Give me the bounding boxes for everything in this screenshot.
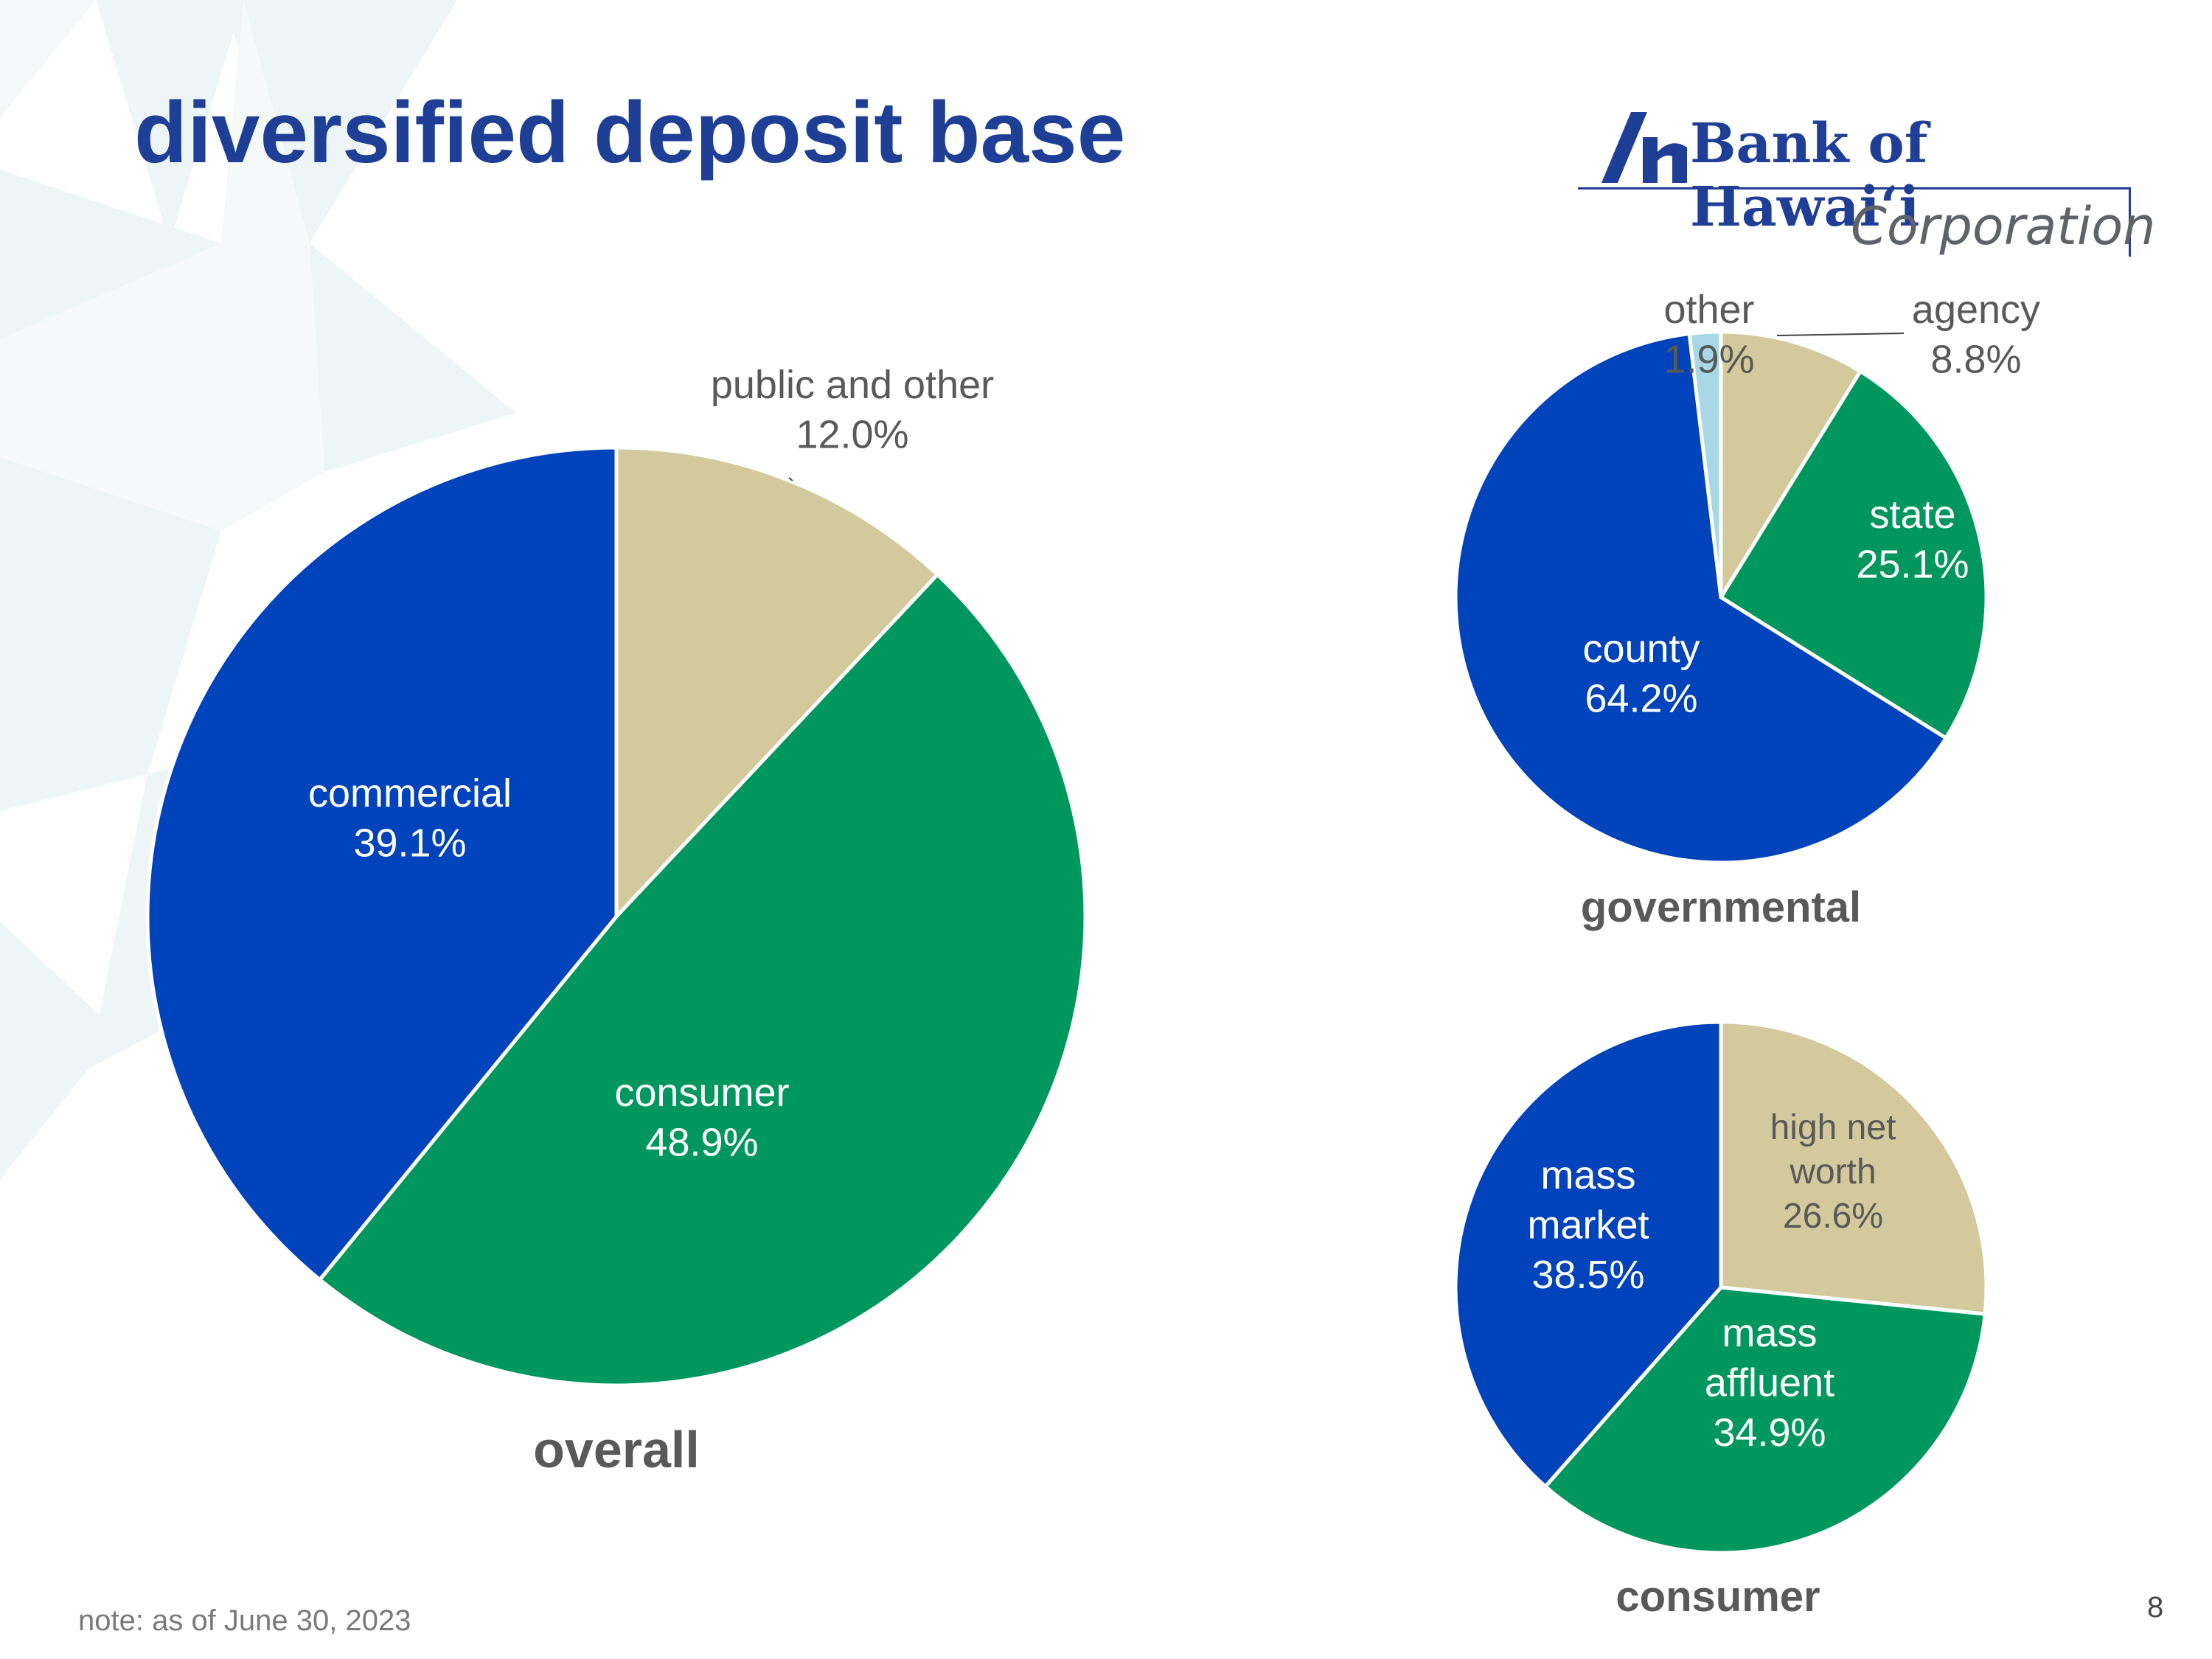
leader-line-agency bbox=[1776, 333, 1905, 336]
logo-divider-vertical bbox=[2129, 187, 2131, 257]
pie-chart-consumer: high net worth 26.6% mass affluent 34.9% mass m… bbox=[1453, 1020, 1989, 1621]
slice-value-public-and-other: 12.0% bbox=[796, 413, 908, 457]
slice-label-high-net-worth: high net worth 26.6% bbox=[1770, 1108, 1896, 1236]
bank-logo: Bank of Hawaiʻi Corporation bbox=[1578, 103, 2156, 265]
chart-caption-governmental: governmental bbox=[1581, 883, 1861, 931]
slice-label-commercial: commercial 39.1% bbox=[308, 771, 512, 866]
pie-chart-overall: public and other 12.0% consumer 48.9% commer… bbox=[145, 363, 1088, 1478]
slice-value-other: 1.9% bbox=[1663, 338, 1754, 382]
chart-caption-overall: overall bbox=[533, 1421, 700, 1478]
pie-slice-overall-public-and-other bbox=[614, 445, 940, 922]
logo-name: Bank of Hawaiʻi bbox=[1690, 112, 1928, 239]
page-title: diversified deposit base bbox=[134, 84, 1126, 181]
footnote: note: as of June 30, 2023 bbox=[78, 1604, 411, 1637]
slice-value-commercial: 39.1% bbox=[353, 821, 466, 866]
slice-label-other: other 1.9% bbox=[1663, 288, 1754, 382]
slice-label-consumer: consumer 48.9% bbox=[614, 1071, 789, 1165]
slice-label-mass-affluent: mass affluent 34.9% bbox=[1705, 1311, 1834, 1455]
chart-caption-consumer: consumer bbox=[1615, 1573, 1820, 1621]
slice-value-mass-market: 38.5% bbox=[1531, 1253, 1644, 1297]
slice-label-agency: agency 8.8% bbox=[1912, 288, 2040, 382]
pie-slice-governmental-state bbox=[1718, 369, 1989, 741]
slice-label-county: county 64.2% bbox=[1582, 627, 1700, 721]
slice-label-public-and-other: public and other 12.0% bbox=[711, 363, 994, 457]
pie-chart-governmental: agency 8.8% state 25.1% county 64.2% other 1.9%… bbox=[1453, 288, 2040, 931]
slice-value-state: 25.1% bbox=[1856, 543, 1969, 587]
slice-value-consumer: 48.9% bbox=[645, 1121, 758, 1165]
bank-of-hawaii-mark-icon bbox=[1601, 112, 1687, 183]
slice-value-high-net-worth: 26.6% bbox=[1783, 1197, 1883, 1236]
slice-label-mass-market: mass market 38.5% bbox=[1527, 1153, 1649, 1297]
page-number: 8 bbox=[2147, 1591, 2164, 1624]
slice-label-state: state 25.1% bbox=[1856, 493, 1969, 587]
logo-divider bbox=[1578, 187, 2131, 189]
pie-slice-overall-consumer bbox=[317, 571, 1088, 1388]
pie-slice-governmental-agency bbox=[1719, 330, 1863, 604]
leader-line-public-and-other bbox=[788, 477, 793, 481]
pie-slice-consumer-mass-market bbox=[1453, 1020, 1723, 1489]
pie-slice-governmental-county bbox=[1453, 331, 1949, 865]
slice-value-mass-affluent: 34.9% bbox=[1713, 1411, 1826, 1455]
pie-slice-governmental-other bbox=[1687, 330, 1723, 598]
slice-value-agency: 8.8% bbox=[1930, 338, 2021, 382]
pie-slice-consumer-high-net-worth bbox=[1719, 1020, 1989, 1316]
logo-subtitle: Corporation bbox=[1851, 196, 2156, 257]
pie-slice-consumer-mass-affluent bbox=[1543, 1285, 1987, 1555]
slice-value-county: 64.2% bbox=[1585, 677, 1697, 721]
pie-slice-overall-commercial bbox=[145, 445, 619, 1283]
